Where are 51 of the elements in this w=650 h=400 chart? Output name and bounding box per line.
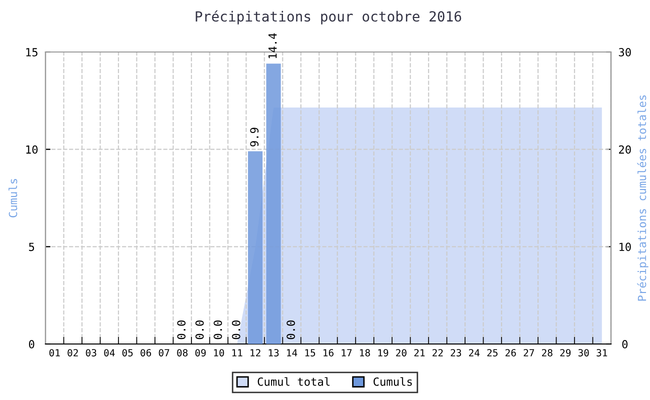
legend-label: Cumuls	[374, 377, 412, 386]
data-label: 14.4	[268, 33, 277, 58]
x-tick-label: 28	[542, 349, 552, 356]
x-tick-label: 25	[487, 349, 498, 356]
x-tick-label: 08	[177, 349, 188, 356]
x-tick-label: 18	[360, 349, 370, 356]
x-tick-label: 23	[450, 349, 462, 356]
x-tick-label: 03	[86, 349, 96, 356]
y2-axis-title: Précipitations cumulées totales	[637, 95, 648, 301]
data-label: 0.0	[195, 320, 204, 340]
x-tick-label: 26	[506, 349, 516, 356]
x-tick-label: 31	[596, 349, 608, 356]
y2-tick-label: 20	[619, 145, 631, 154]
x-tick-label: 01	[49, 349, 60, 356]
x-tick-label: 14	[287, 349, 298, 356]
x-tick-label: 19	[378, 349, 388, 356]
y-tick-label: 0	[28, 340, 34, 348]
x-tick-label: 29	[560, 349, 571, 356]
data-label: 0.0	[177, 320, 186, 340]
x-tick-label: 24	[469, 349, 480, 356]
x-tick-label: 17	[342, 349, 352, 356]
x-tick-label: 06	[140, 349, 152, 356]
x-tick-label: 12	[250, 349, 260, 356]
y2-tick-label: 30	[618, 48, 631, 56]
data-label: 9.9	[250, 128, 259, 146]
x-tick-label: 21	[414, 349, 425, 356]
x-tick-label: 16	[324, 349, 334, 356]
x-tick-label: 27	[524, 349, 534, 356]
y2-tick-label: 0	[622, 340, 628, 348]
y-tick-label: 10	[26, 145, 38, 154]
x-tick-label: 15	[305, 349, 316, 356]
y-tick-label: 15	[26, 48, 38, 56]
y2-tick-label: 10	[620, 242, 631, 252]
x-tick-label: 10	[214, 349, 224, 356]
x-tick-label: 09	[195, 349, 206, 356]
x-tick-label: 05	[122, 349, 133, 356]
data-label: 0.0	[286, 320, 296, 340]
x-tick-label: 20	[396, 349, 406, 356]
x-tick-label: 22	[432, 349, 443, 356]
data-label: 0.0	[232, 320, 240, 340]
chart-title: Précipitations pour octobre 2016	[196, 10, 462, 24]
x-tick-label: 02	[68, 349, 78, 356]
x-tick-label: 04	[104, 349, 115, 356]
data-label: 0.0	[214, 320, 222, 340]
x-tick-label: 30	[578, 349, 589, 356]
x-tick-label: 07	[158, 349, 170, 356]
x-tick-label: 11	[232, 349, 242, 356]
legend-label: Cumul total	[258, 377, 330, 386]
y-axis-title: Cumuls	[8, 179, 18, 218]
y-tick-label: 5	[29, 242, 34, 252]
x-tick-label: 13	[268, 349, 279, 356]
